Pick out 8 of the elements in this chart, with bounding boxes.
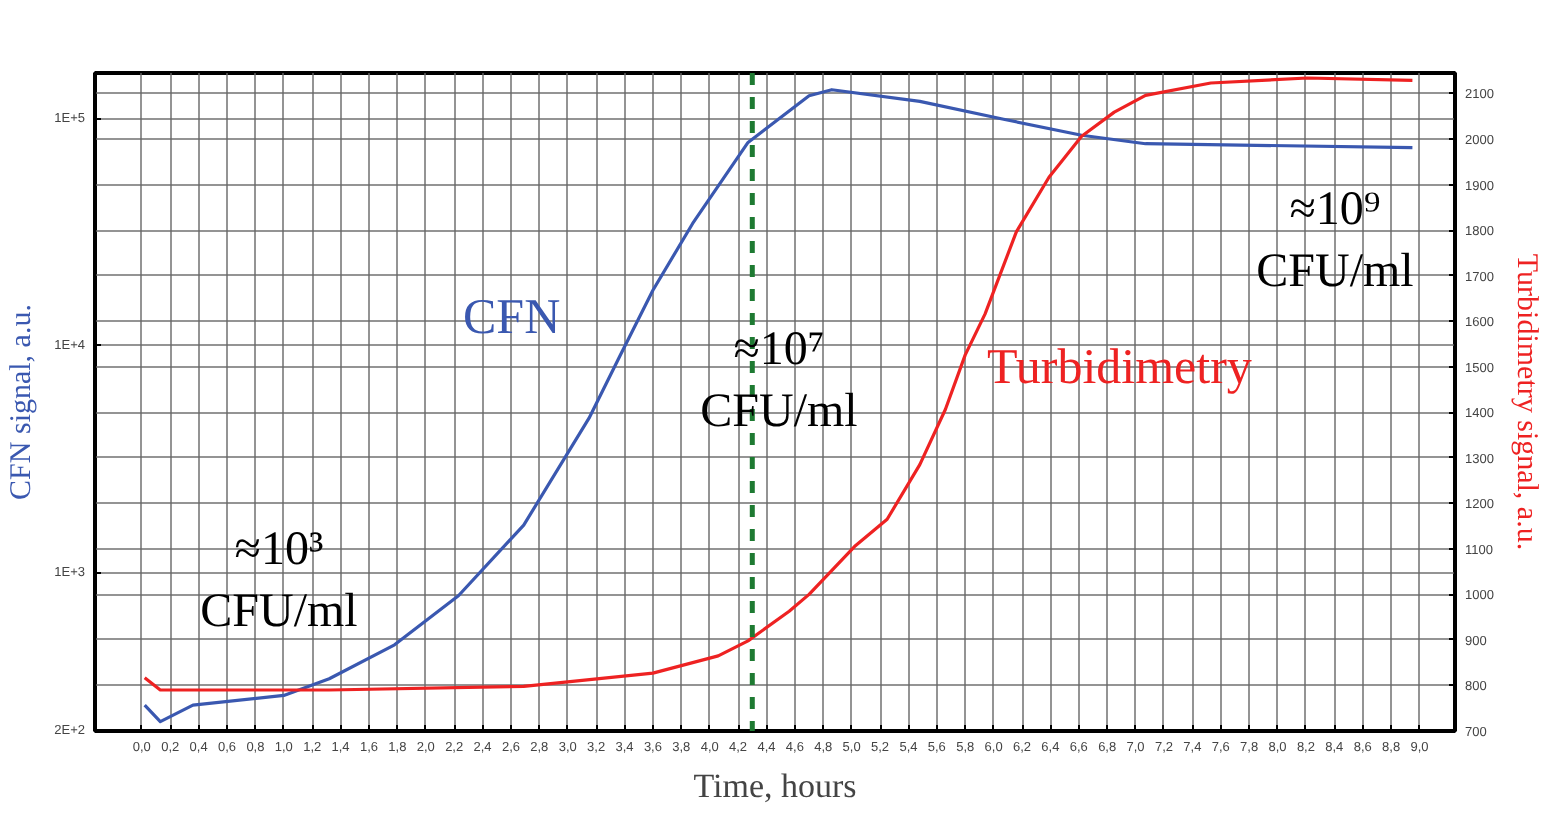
annotation: ≈10⁷ CFU/ml [700, 323, 859, 439]
y2-axis-title: Turbidimetry signal, a.u. [1509, 253, 1542, 551]
y-axis-title: CFN signal, a.u. [6, 304, 39, 500]
annotation: ≈10³ CFU/ml [200, 523, 359, 639]
series-label: CFN [463, 291, 561, 345]
x-axis-title: Time, hours [693, 767, 857, 805]
annotation: ≈10⁹ CFU/ml [1256, 183, 1415, 299]
series-label: Turbidimetry [987, 341, 1253, 395]
